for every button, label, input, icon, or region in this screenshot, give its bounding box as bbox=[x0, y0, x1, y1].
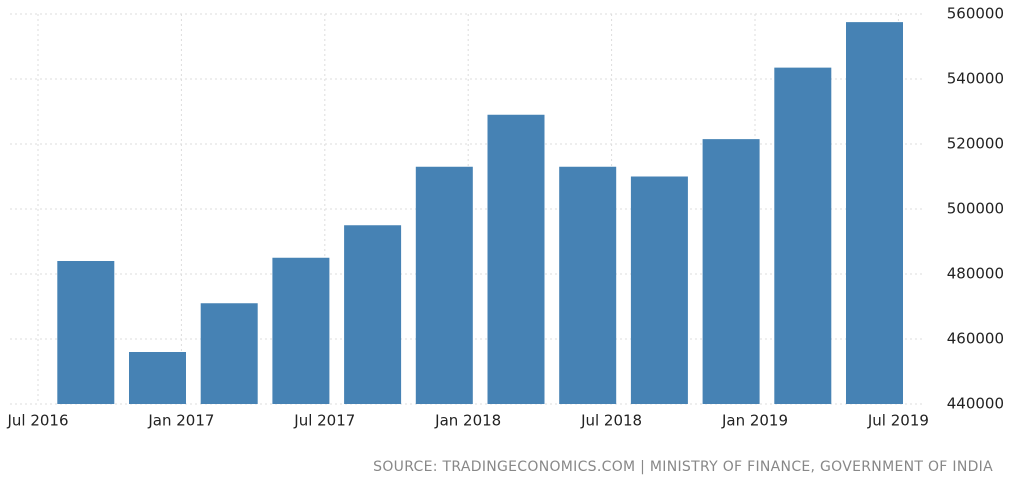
bar bbox=[415, 166, 473, 404]
y-tick-label: 460000 bbox=[947, 330, 1004, 348]
y-tick-label: 440000 bbox=[947, 395, 1004, 413]
bar bbox=[344, 225, 402, 404]
y-tick-label: 480000 bbox=[947, 265, 1004, 283]
x-tick-label: Jan 2017 bbox=[147, 412, 214, 430]
x-tick-label: Jan 2019 bbox=[721, 412, 788, 430]
y-tick-label: 500000 bbox=[947, 200, 1004, 218]
x-tick-label: Jul 2019 bbox=[867, 412, 929, 430]
bar bbox=[272, 257, 330, 404]
bar bbox=[559, 166, 617, 404]
source-note: SOURCE: TRADINGECONOMICS.COM | MINISTRY … bbox=[373, 459, 993, 475]
bar bbox=[846, 22, 903, 404]
x-tick-label: Jul 2018 bbox=[580, 412, 642, 430]
x-tick-label: Jul 2016 bbox=[6, 412, 68, 430]
bar bbox=[57, 261, 115, 404]
bar bbox=[702, 139, 760, 404]
bar bbox=[630, 176, 688, 404]
y-tick-label: 520000 bbox=[947, 135, 1004, 153]
bar bbox=[200, 303, 258, 404]
y-tick-label: 560000 bbox=[947, 5, 1004, 23]
bar bbox=[774, 67, 832, 404]
bar bbox=[129, 352, 186, 404]
bar bbox=[487, 114, 545, 404]
y-tick-label: 540000 bbox=[947, 70, 1004, 88]
x-tick-label: Jan 2018 bbox=[434, 412, 501, 430]
x-tick-label: Jul 2017 bbox=[293, 412, 355, 430]
